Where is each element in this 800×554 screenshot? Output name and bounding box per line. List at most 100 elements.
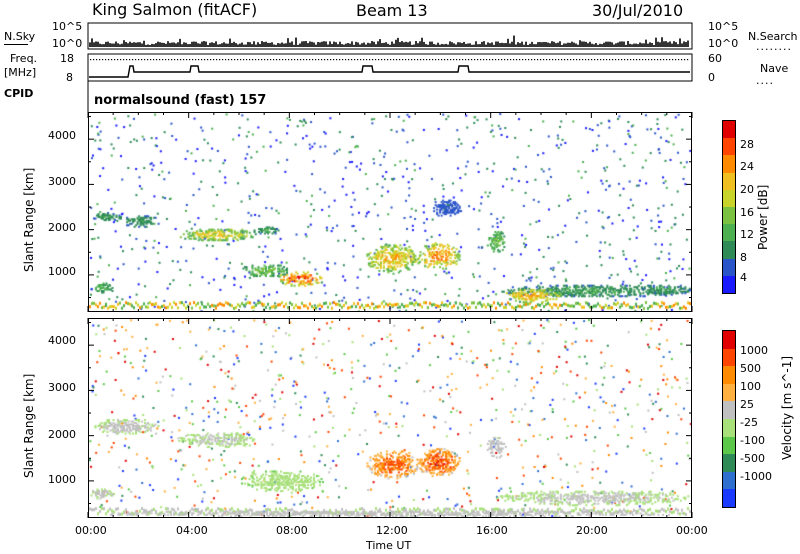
- nave-dot: [441, 59, 443, 61]
- nave-dot: [597, 59, 599, 61]
- nave-dot: [174, 59, 176, 61]
- velocity-ytick-3000: 3000: [48, 381, 76, 394]
- nsky-trace: [89, 35, 689, 47]
- nave-dot: [141, 59, 143, 61]
- nave-dot: [99, 59, 101, 61]
- nsearch-tick-top: 10^5: [708, 20, 739, 33]
- nave-dot: [516, 59, 518, 61]
- velocity-cb-tick-minus100: -100: [740, 434, 765, 447]
- nave-dot: [447, 59, 449, 61]
- nave-dot: [102, 59, 104, 61]
- nave-dot: [207, 59, 209, 61]
- nave-dot: [135, 59, 137, 61]
- date-title: 30/Jul/2010: [592, 1, 684, 20]
- nave-dot: [492, 59, 494, 61]
- power-colorbar-label: Power [dB]: [756, 184, 770, 250]
- nave-dot: [651, 59, 653, 61]
- nave-dot: [231, 59, 233, 61]
- nave-dot: [285, 59, 287, 61]
- nave-dot: [153, 59, 155, 61]
- velocity-cb-tick-minus500: -500: [740, 452, 765, 465]
- power-heatmap: [89, 113, 691, 311]
- nave-dot: [216, 59, 218, 61]
- nave-dot: [222, 59, 224, 61]
- nave-dot: [480, 59, 482, 61]
- nave-dot: [240, 59, 242, 61]
- colorbar-segment: [723, 366, 735, 384]
- nave-dot: [276, 59, 278, 61]
- colorbar-segment: [723, 331, 735, 349]
- xtick-0400: 04:00: [176, 524, 208, 537]
- nave-dot: [624, 59, 626, 61]
- nave-dot: [555, 59, 557, 61]
- nave-dot: [255, 59, 257, 61]
- nave-dot: [591, 59, 593, 61]
- nave-dot: [138, 59, 140, 61]
- nsky-tick-top: 10^5: [52, 20, 83, 33]
- velocity-cb-tick-100: 100: [740, 380, 761, 393]
- nave-dot: [435, 59, 437, 61]
- cpid-text: normalsound (fast) 157: [94, 93, 267, 108]
- nave-dot: [252, 59, 254, 61]
- nave-dot: [561, 59, 563, 61]
- nave-dot: [627, 59, 629, 61]
- colorbar-segment: [723, 121, 735, 139]
- nave-dot: [648, 59, 650, 61]
- nave-dot: [363, 59, 365, 61]
- nave-dot: [315, 59, 317, 61]
- velocity-ytick-2000: 2000: [48, 428, 76, 441]
- nave-dot: [609, 59, 611, 61]
- nave-dot: [348, 59, 350, 61]
- nave-dot: [579, 59, 581, 61]
- nave-dot: [504, 59, 506, 61]
- nave-dot: [132, 59, 134, 61]
- nave-dot: [582, 59, 584, 61]
- colorbar-segment: [723, 489, 735, 507]
- colorbar-segment: [723, 224, 735, 242]
- nave-dot: [552, 59, 554, 61]
- colorbar-segment: [723, 172, 735, 190]
- nave-dot: [111, 59, 113, 61]
- nave-dot: [507, 59, 509, 61]
- xtick-0000: 00:00: [75, 524, 107, 537]
- nave-dot: [558, 59, 560, 61]
- nave-dot: [468, 59, 470, 61]
- xtick-0800: 08:00: [276, 524, 308, 537]
- nsky-strip-frame: [87, 22, 693, 50]
- nave-dot: [405, 59, 407, 61]
- nave-dot: [333, 59, 335, 61]
- nave-dot: [456, 59, 458, 61]
- nave-dot: [660, 59, 662, 61]
- nave-dot: [666, 59, 668, 61]
- power-cb-tick-28: 28: [740, 138, 754, 151]
- nave-dot: [129, 59, 131, 61]
- nave-dot: [471, 59, 473, 61]
- nave-dot: [672, 59, 674, 61]
- nave-dot: [105, 59, 107, 61]
- nave-dot: [486, 59, 488, 61]
- nave-dot: [192, 59, 194, 61]
- nave-dot: [393, 59, 395, 61]
- nave-dot: [321, 59, 323, 61]
- nave-dot: [267, 59, 269, 61]
- freq-tick-top: 18: [60, 52, 74, 65]
- nave-dot: [126, 59, 128, 61]
- xlabel: Time UT: [366, 539, 412, 552]
- nave-dot: [270, 59, 272, 61]
- colorbar-segment: [723, 436, 735, 455]
- nsky-tick-bottom: 10^0: [52, 37, 83, 50]
- nave-dot: [330, 59, 332, 61]
- nave-dot: [444, 59, 446, 61]
- nave-dot: [588, 59, 590, 61]
- nave-dot: [354, 59, 356, 61]
- nave-dot: [375, 59, 377, 61]
- nave-dot: [237, 59, 239, 61]
- nave-label: Nave: [760, 62, 789, 75]
- nave-dot: [477, 59, 479, 61]
- nave-dot: [366, 59, 368, 61]
- nave-dot: [396, 59, 398, 61]
- nave-dot: [357, 59, 359, 61]
- nave-dot: [117, 59, 119, 61]
- nave-dot: [186, 59, 188, 61]
- nave-dot: [198, 59, 200, 61]
